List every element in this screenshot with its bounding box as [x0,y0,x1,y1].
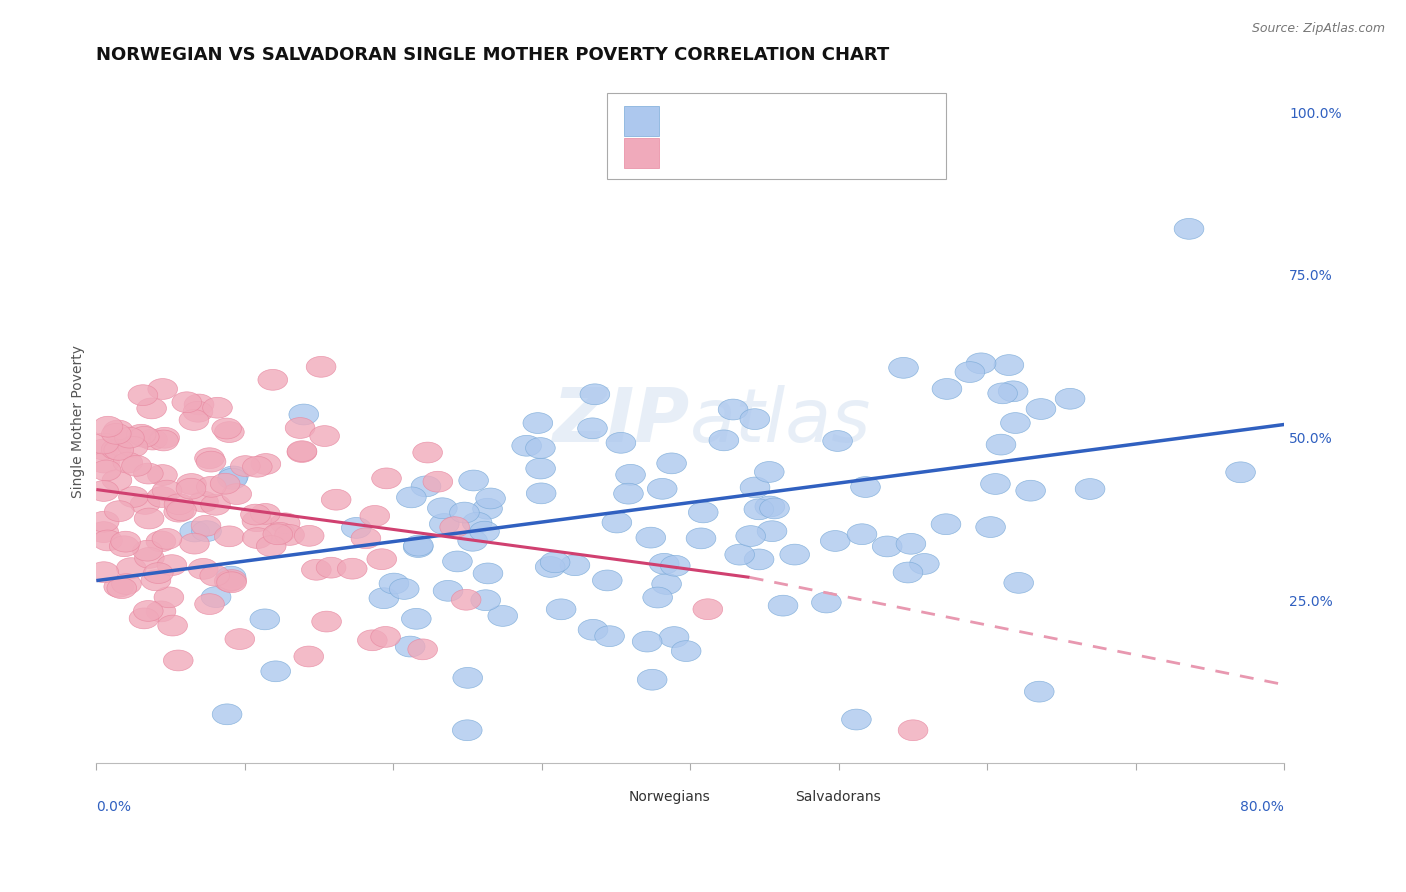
FancyBboxPatch shape [607,94,946,178]
Text: Salvadorans: Salvadorans [794,790,880,804]
FancyBboxPatch shape [588,785,621,812]
Text: N = 121: N = 121 [824,140,894,159]
Text: 80.0%: 80.0% [1240,800,1284,814]
Text: ZIP: ZIP [553,384,690,458]
FancyBboxPatch shape [755,785,787,812]
Text: atlas: atlas [690,385,872,458]
Text: Norwegians: Norwegians [628,790,710,804]
Y-axis label: Single Mother Poverty: Single Mother Poverty [72,344,86,498]
Text: N = 111: N = 111 [824,108,894,127]
Text: R = -0.319: R = -0.319 [671,140,770,159]
FancyBboxPatch shape [624,105,659,136]
Text: NORWEGIAN VS SALVADORAN SINGLE MOTHER POVERTY CORRELATION CHART: NORWEGIAN VS SALVADORAN SINGLE MOTHER PO… [97,46,890,64]
FancyBboxPatch shape [624,137,659,168]
Text: R =  0.453: R = 0.453 [671,108,770,127]
Text: Source: ZipAtlas.com: Source: ZipAtlas.com [1251,22,1385,36]
Text: 0.0%: 0.0% [97,800,131,814]
